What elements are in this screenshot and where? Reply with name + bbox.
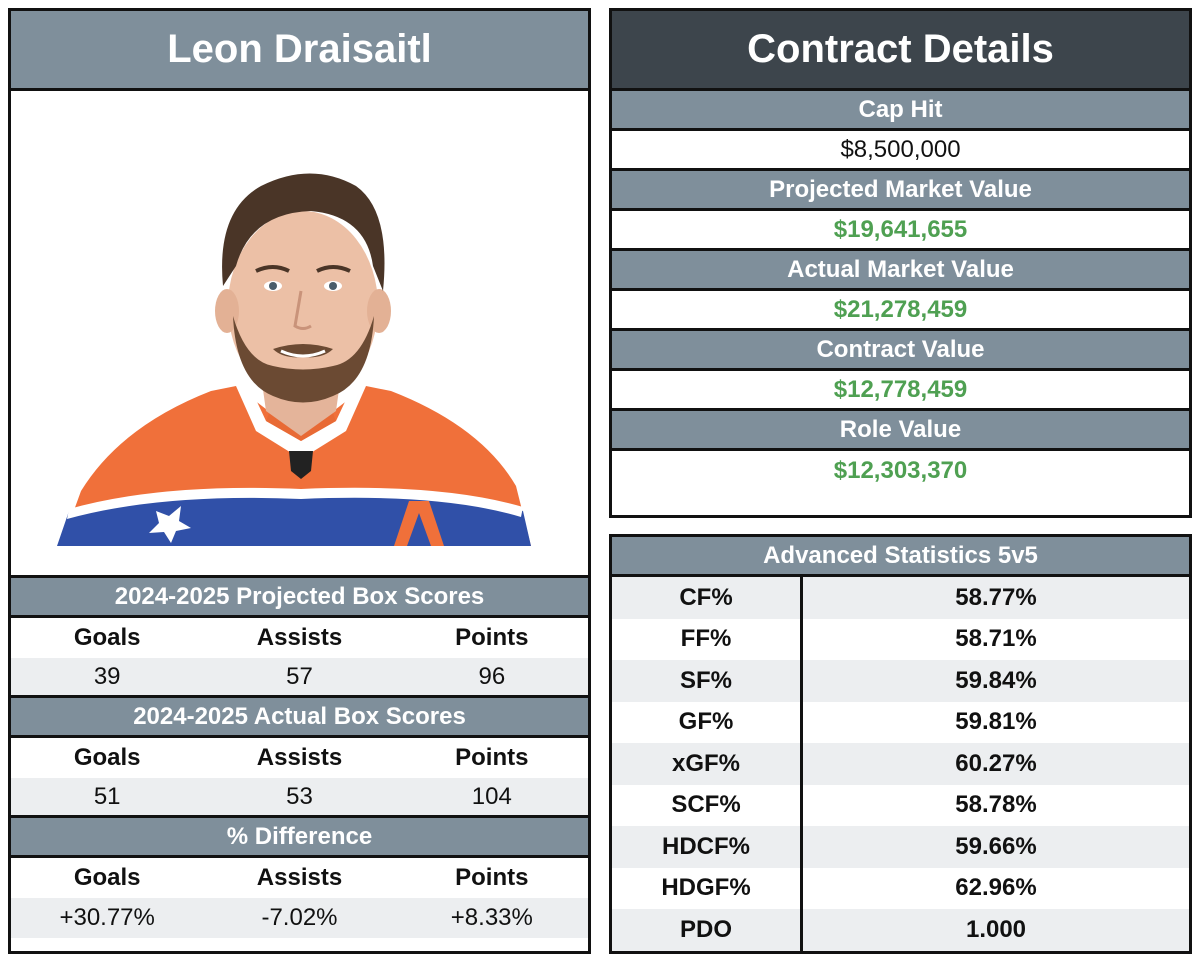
player-photo [11, 91, 588, 578]
stat-name: CF% [612, 577, 803, 619]
projected-assists-value: 57 [286, 662, 313, 690]
stat-value: 62.96% [955, 874, 1037, 902]
stat-value: 60.27% [955, 749, 1037, 777]
actual-market-value: $21,278,459 [612, 291, 1189, 331]
stat-name: HDGF% [612, 867, 803, 909]
stat-name: HDCF% [612, 826, 803, 868]
player-portrait-image [57, 173, 531, 546]
stat-value: 59.81% [955, 708, 1037, 736]
actual-market-value-label: Actual Market Value [612, 251, 1189, 291]
stat-value: 58.77% [955, 583, 1037, 611]
projected-points-header: Points [455, 624, 529, 651]
table-row: FF% 58.71% [612, 618, 1189, 660]
projected-market-value: $19,641,655 [612, 211, 1189, 251]
table-row: SF% 59.84% [612, 660, 1189, 702]
difference-title: % Difference [11, 818, 588, 858]
projected-goals-value: 39 [93, 662, 121, 690]
table-row: xGF% 60.27% [612, 743, 1189, 785]
cap-hit-value: $8,500,000 [612, 131, 1189, 171]
projected-market-value-label: Projected Market Value [612, 171, 1189, 211]
stat-value: 58.78% [955, 791, 1037, 819]
table-row: HDGF% 62.96% [612, 867, 1189, 909]
actual-assists-value: 53 [286, 782, 313, 810]
actual-goals-header: Goals [73, 744, 141, 771]
stat-value: 1.000 [965, 915, 1027, 943]
table-row: CF% 58.77% [612, 577, 1189, 619]
difference-assists-value: -7.02% [261, 904, 338, 931]
advanced-stats-table: CF% 58.77% FF% 58.71% SF% 59.84% GF% 59.… [612, 577, 1189, 951]
player-name: Leon Draisaitl [11, 11, 588, 91]
table-row: SCF% 58.78% [612, 784, 1189, 826]
table-row: PDO 1.000 [612, 909, 1189, 951]
actual-values-row: 51 53 104 [11, 778, 588, 818]
stat-name: PDO [612, 909, 803, 951]
actual-points-header: Points [455, 744, 529, 771]
projected-header-row: Goals Assists Points [11, 618, 588, 658]
projected-values-row: 39 57 96 [11, 658, 588, 698]
stat-name: xGF% [612, 743, 803, 785]
player-card: Leon Draisaitl [8, 8, 591, 954]
difference-header-row: Goals Assists Points [11, 858, 588, 898]
contract-details-title: Contract Details [612, 11, 1189, 91]
table-row: HDCF% 59.66% [612, 826, 1189, 868]
stat-name: SCF% [612, 784, 803, 826]
stat-name: GF% [612, 701, 803, 743]
actual-assists-header: Assists [256, 744, 343, 771]
projected-goals-header: Goals [73, 624, 141, 651]
stat-name: SF% [612, 660, 803, 702]
cap-hit-label: Cap Hit [612, 91, 1189, 131]
actual-points-value: 104 [471, 782, 512, 810]
actual-box-scores-title: 2024-2025 Actual Box Scores [11, 698, 588, 738]
advanced-stats-card: Advanced Statistics 5v5 CF% 58.77% FF% 5… [609, 534, 1192, 954]
advanced-stats-title: Advanced Statistics 5v5 [612, 537, 1189, 577]
difference-values-row: +30.77% -7.02% +8.33% [11, 898, 588, 938]
difference-points-value: +8.33% [450, 904, 533, 931]
role-value-label: Role Value [612, 411, 1189, 451]
stat-name: FF% [612, 618, 803, 660]
contract-value: $12,778,459 [612, 371, 1189, 411]
contract-details-card: Contract Details Cap Hit $8,500,000 Proj… [609, 8, 1192, 518]
difference-points-header: Points [455, 864, 529, 891]
stat-value: 58.71% [955, 625, 1037, 653]
difference-goals-value: +30.77% [59, 904, 155, 931]
difference-assists-header: Assists [256, 864, 343, 891]
stat-value: 59.84% [955, 666, 1037, 694]
difference-goals-header: Goals [73, 864, 141, 891]
role-value: $12,303,370 [612, 451, 1189, 491]
projected-points-value: 96 [478, 662, 506, 690]
actual-goals-value: 51 [93, 782, 121, 810]
projected-assists-header: Assists [256, 624, 343, 651]
contract-value-label: Contract Value [612, 331, 1189, 371]
projected-box-scores-title: 2024-2025 Projected Box Scores [11, 578, 588, 618]
actual-header-row: Goals Assists Points [11, 738, 588, 778]
stat-value: 59.66% [955, 832, 1037, 860]
table-row: GF% 59.81% [612, 701, 1189, 743]
